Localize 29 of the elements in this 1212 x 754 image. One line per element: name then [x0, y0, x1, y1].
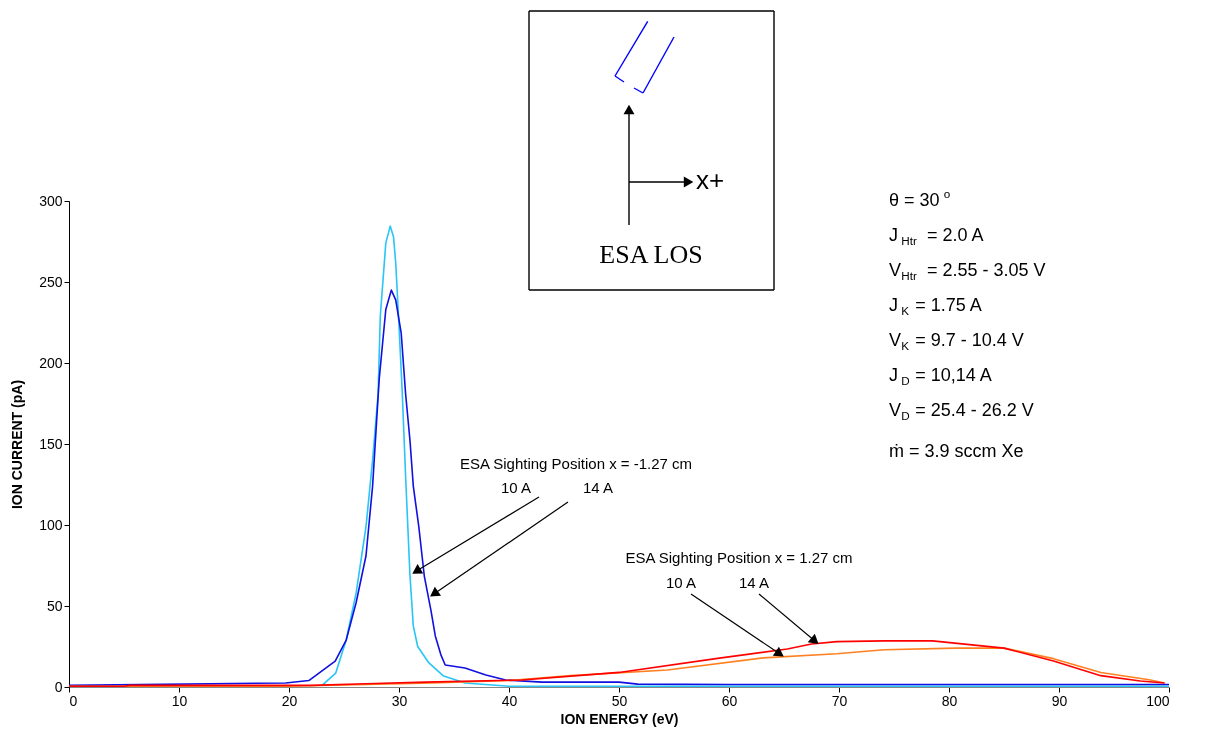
x-axis-title: ION ENERGY (eV) [560, 710, 679, 727]
x-tick-label: 30 [391, 692, 408, 709]
x-tick-label: 50 [611, 692, 628, 709]
annotation: 10 A [500, 479, 532, 496]
y-tick-label: 150 [39, 435, 63, 452]
annotation: θ = 30 o [889, 186, 951, 210]
annotation: 14 A [738, 574, 770, 591]
annotation: 14 A [582, 479, 614, 496]
y-tick-label: 50 [46, 597, 63, 614]
annotation: ESA Sighting Position x = -1.27 cm [459, 455, 693, 472]
y-axis-title: ION CURRENT (pA) [9, 379, 26, 510]
annotation: ṁ = 3.9 sccm Xe [889, 441, 1024, 461]
x-tick-label: 100 [1146, 692, 1170, 709]
x-tick-label: 0 [69, 692, 78, 709]
y-tick-label: 250 [39, 273, 63, 290]
annotation: 10 A [665, 574, 697, 591]
x-tick-label: 70 [831, 692, 848, 709]
x-tick-label: 10 [171, 692, 188, 709]
y-tick-label: 0 [54, 678, 63, 695]
y-tick-label: 300 [39, 192, 63, 209]
x-tick-label: 90 [1051, 692, 1068, 709]
line-series [321, 225, 1170, 687]
x-tick-label: 80 [941, 692, 958, 709]
y-tick-label: 100 [39, 516, 63, 533]
x-tick-label: 60 [721, 692, 738, 709]
annotation: ESA Sighting Position x = 1.27 cm [625, 549, 853, 566]
y-tick-label: 200 [39, 354, 63, 371]
x-tick-label: 40 [501, 692, 518, 709]
x-tick-label: 20 [281, 692, 298, 709]
